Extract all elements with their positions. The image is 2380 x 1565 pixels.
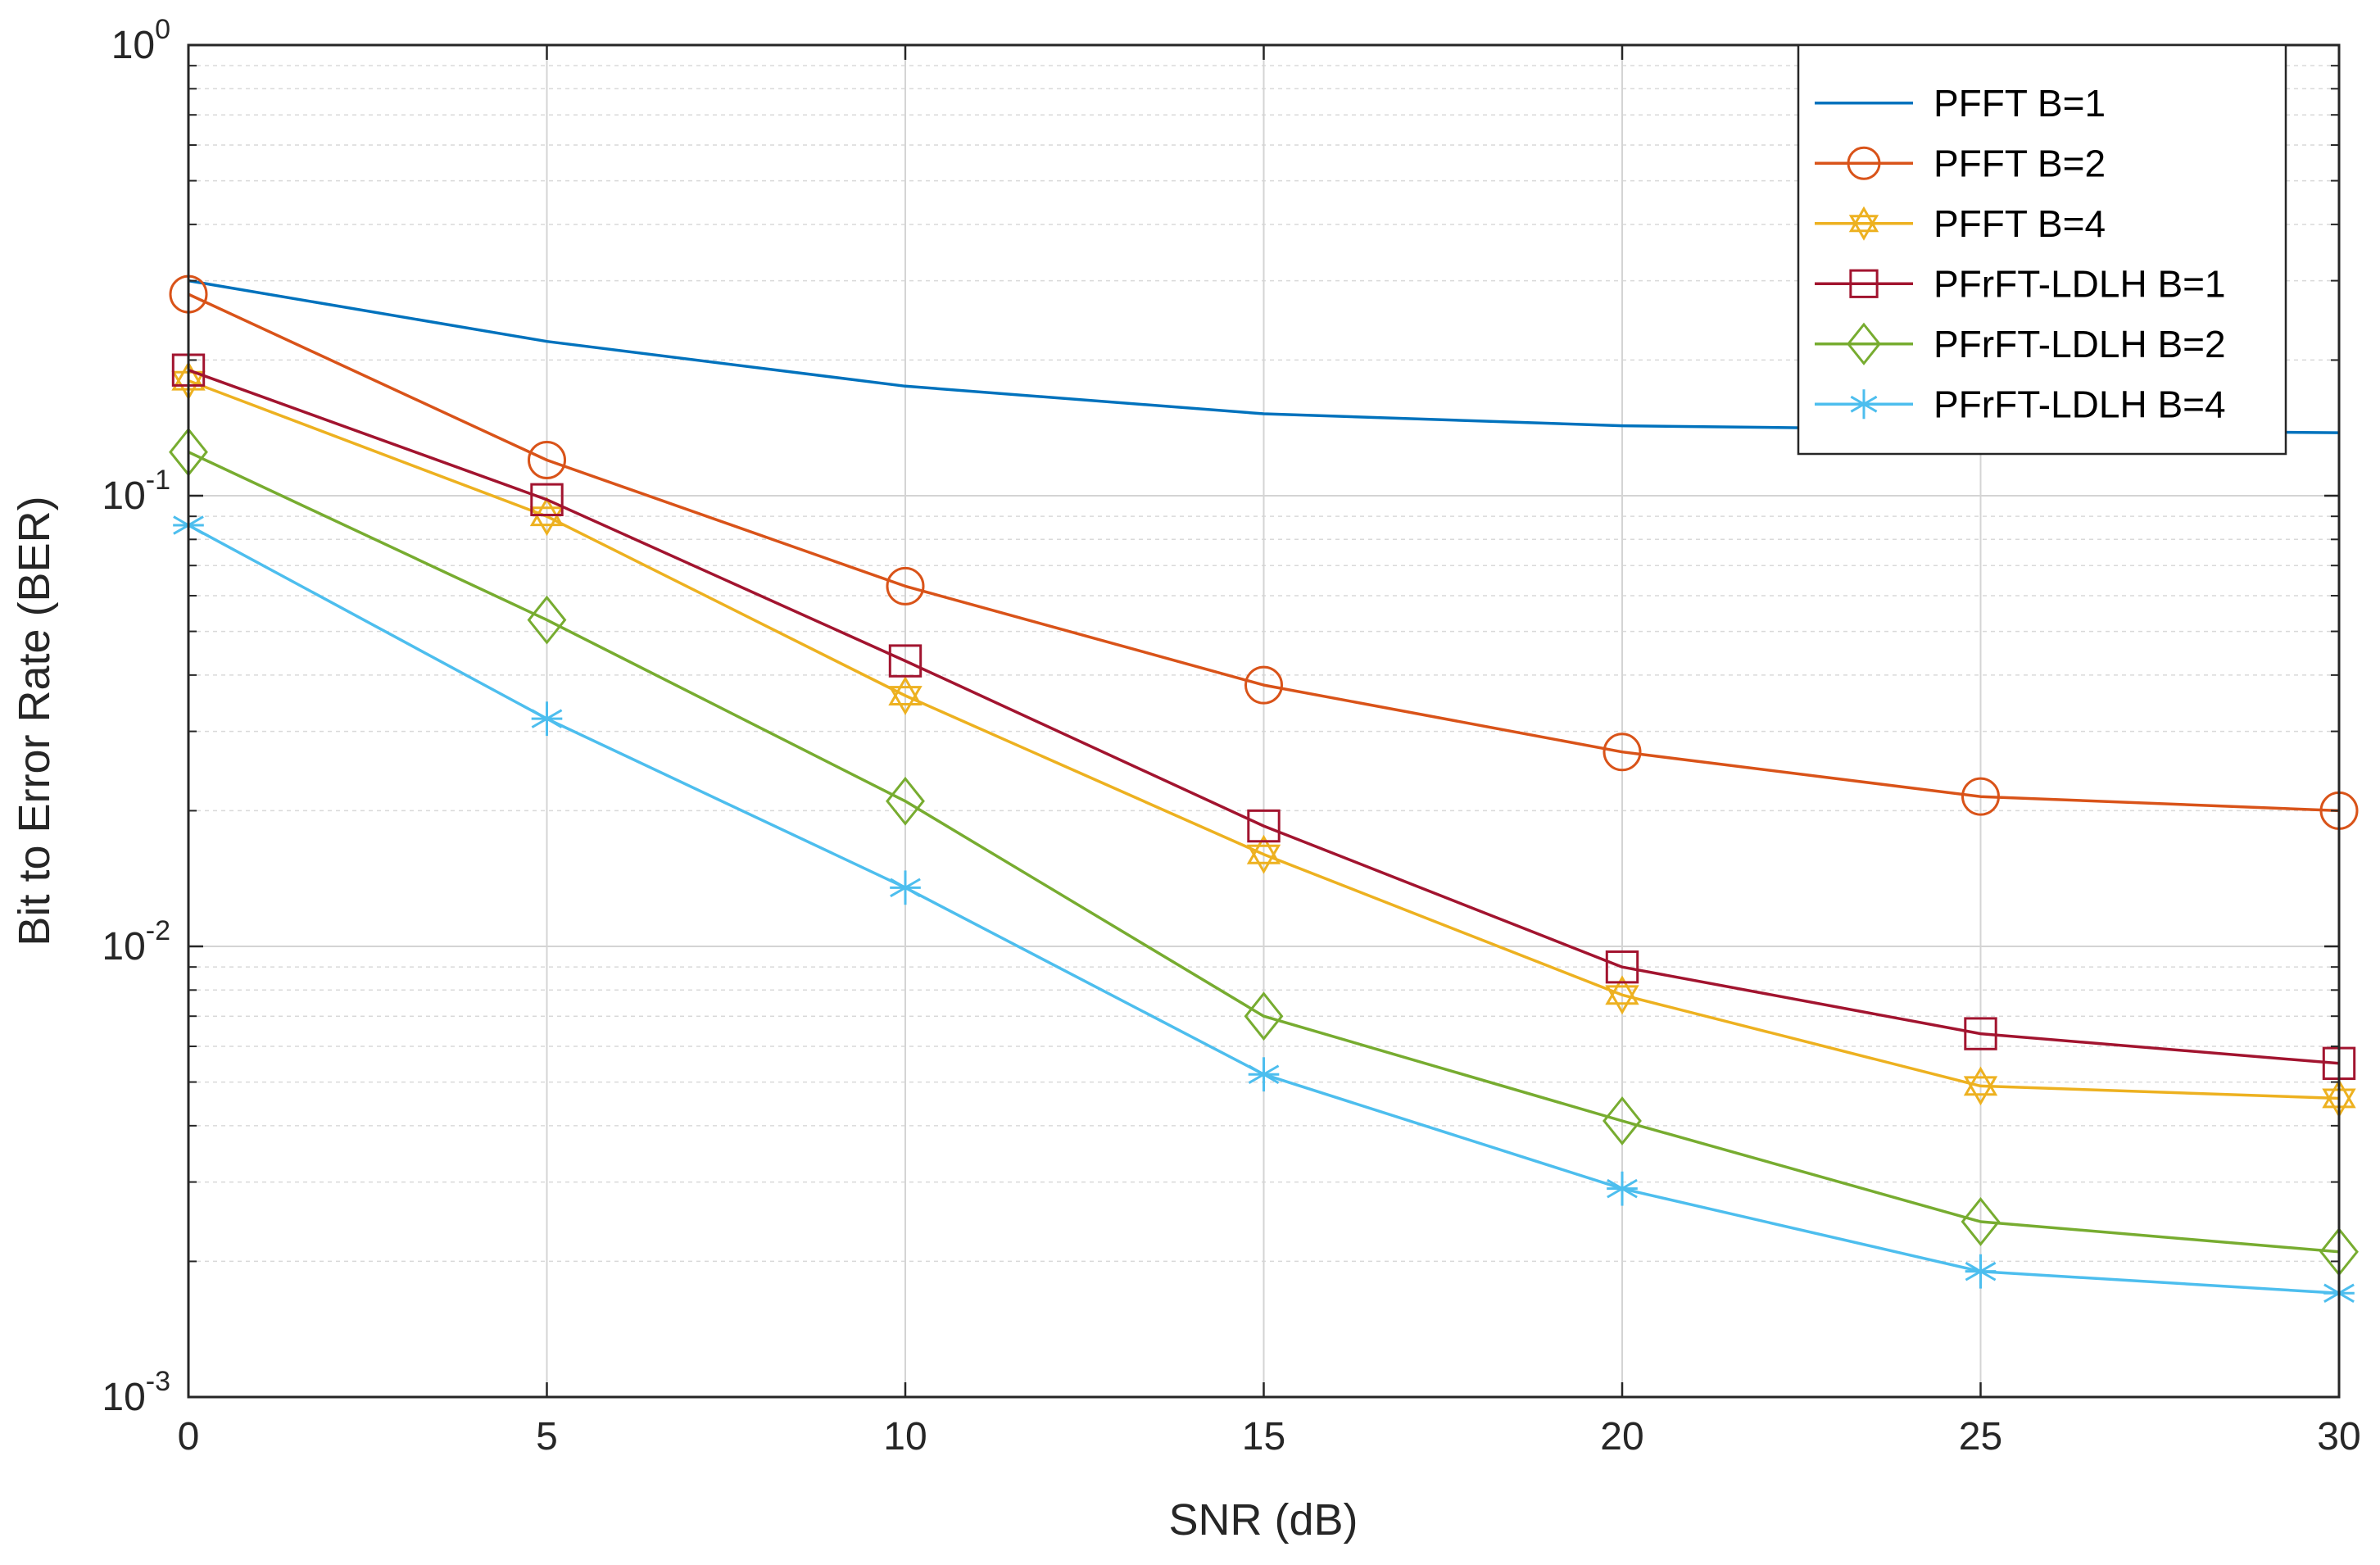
- legend-box: [1797, 43, 2287, 456]
- hexagram-marker-up: [1246, 834, 1281, 864]
- legend-label: PFFT B=2: [1933, 142, 2106, 184]
- x-tick-label: 30: [2317, 1415, 2360, 1458]
- diamond-marker: [1603, 1096, 1642, 1145]
- square-marker: [1964, 1017, 1997, 1050]
- hexagram-marker-up: [1963, 1066, 1998, 1096]
- asterisk-marker: [1965, 1254, 1997, 1289]
- x-tick-label: 5: [536, 1415, 558, 1458]
- x-tick-label: 15: [1242, 1415, 1285, 1458]
- legend-entry: PFFT B=1: [1815, 82, 2106, 125]
- legend-label: PFrFT-LDLH B=4: [1933, 383, 2226, 425]
- square-marker: [1849, 269, 1879, 298]
- hexagram-marker-up: [1605, 975, 1639, 1005]
- series-line: [188, 451, 2340, 1254]
- legend-entry: PFFT B=4: [1815, 202, 2106, 245]
- asterisk-marker: [1248, 1057, 1280, 1092]
- y-tick-label: 100: [111, 14, 170, 67]
- series-layer: [169, 274, 2359, 1311]
- legend-label: PFFT B=1: [1933, 82, 2106, 125]
- x-tick-label: 20: [1600, 1415, 1643, 1458]
- series-line: [188, 379, 2340, 1100]
- legend-label: PFrFT-LDLH B=1: [1933, 262, 2226, 305]
- circle-marker: [886, 566, 925, 606]
- x-tick-label: 0: [178, 1415, 200, 1458]
- y-tick-label: 10-2: [102, 915, 170, 968]
- legend-label: PFFT B=4: [1933, 202, 2106, 245]
- x-tick-label: 10: [883, 1415, 927, 1458]
- y-tick-label: 10-3: [102, 1366, 170, 1419]
- legend-entry: PFrFT-LDLH B=1: [1815, 262, 2226, 305]
- asterisk-marker: [1607, 1171, 1638, 1206]
- diamond-marker: [1244, 991, 1284, 1041]
- circle-marker: [528, 440, 566, 479]
- hexagram-marker-down: [888, 686, 923, 715]
- axis-ticks: [187, 43, 2341, 1399]
- x-axis-label: SNR (dB): [1168, 1495, 1358, 1545]
- y-tick-labels: 10-3 10-2 10-1 100: [102, 14, 170, 1419]
- asterisk-marker: [890, 870, 921, 905]
- hexagram-marker-up: [888, 676, 923, 705]
- hexagram-marker-up: [1848, 206, 1879, 233]
- x-tick-label: 25: [1959, 1415, 2002, 1458]
- diamond-marker: [1961, 1197, 2001, 1246]
- legend-label: PFrFT-LDLH B=2: [1933, 323, 2226, 365]
- legend-entry: PFrFT-LDLH B=2: [1815, 322, 2226, 365]
- hexagram-marker-down: [529, 506, 564, 537]
- series-1: [169, 274, 2359, 830]
- diamond-marker: [886, 776, 925, 826]
- diamond-marker: [527, 595, 567, 645]
- series-line: [188, 293, 2340, 813]
- asterisk-marker: [531, 701, 563, 737]
- circle-marker: [1603, 733, 1642, 772]
- hexagram-marker-down: [1246, 844, 1281, 874]
- legend: PFFT B=1 PFFT B=2 PFFT B=4 PFrFT-LDLH B=1 PF…: [1797, 43, 2287, 456]
- series-line: [188, 369, 2340, 1065]
- y-axis-label: Bit to Error Rate (BER): [10, 496, 59, 946]
- hexagram-marker-up: [529, 497, 564, 527]
- square-marker: [1605, 950, 1639, 984]
- square-marker: [1247, 809, 1281, 843]
- circle-marker: [1847, 146, 1881, 180]
- hexagram-marker-down: [1848, 215, 1879, 241]
- circle-marker: [1244, 665, 1283, 705]
- square-marker: [530, 483, 564, 517]
- diamond-marker: [1847, 322, 1881, 365]
- x-tick-labels: 0 5 10 15 20 25 30: [178, 1415, 2361, 1458]
- hexagram-marker-down: [1963, 1076, 1998, 1106]
- legend-entry: PFFT B=2: [1815, 142, 2106, 184]
- legend-entry: PFrFT-LDLH B=4: [1815, 383, 2226, 425]
- square-marker: [888, 644, 923, 678]
- y-tick-label: 10-1: [102, 465, 170, 518]
- hexagram-marker-down: [1605, 985, 1639, 1015]
- circle-marker: [1961, 777, 2000, 816]
- asterisk-marker: [1850, 389, 1878, 420]
